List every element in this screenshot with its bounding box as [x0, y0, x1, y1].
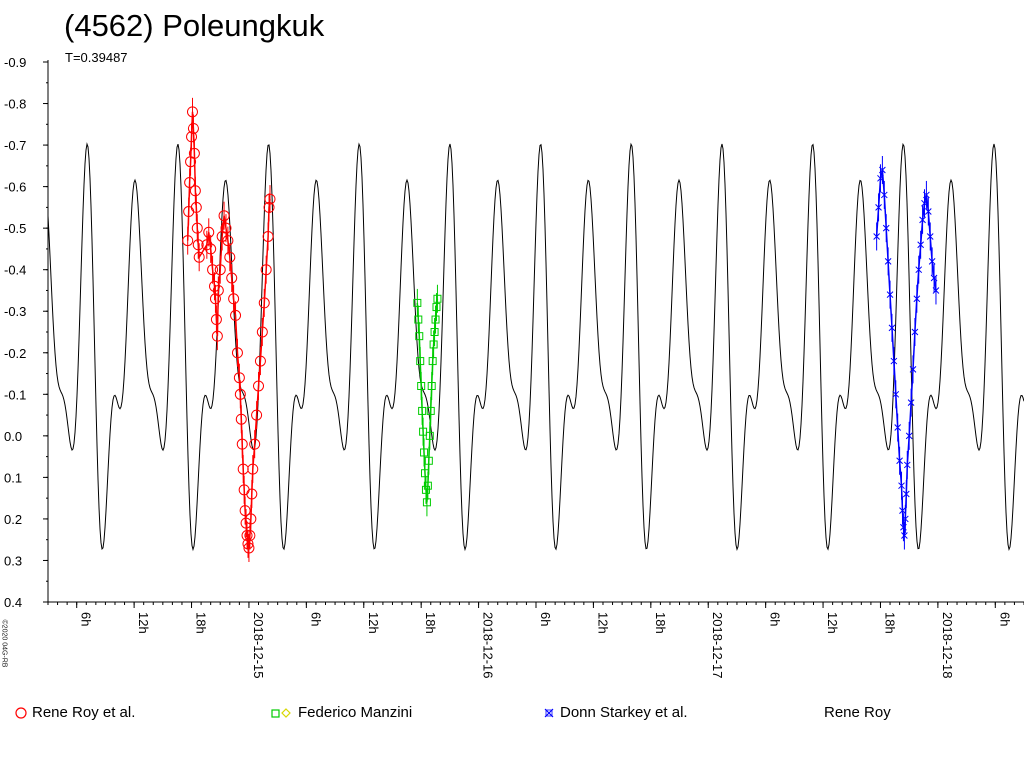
y-tick-label: 0.2 [4, 512, 22, 527]
chart-title: (4562) Poleungkuk [64, 8, 325, 43]
y-tick-label: 0.3 [4, 553, 22, 568]
model-curve [47, 142, 1024, 552]
y-tick-label: -0.6 [4, 180, 26, 195]
cross-marker-icon [542, 706, 556, 720]
x-tick-label: 2018-12-18 [940, 612, 955, 679]
y-tick-label: -0.5 [4, 221, 26, 236]
chart-subtitle: T=0.39487 [65, 50, 128, 65]
series-square [413, 284, 442, 517]
x-tick-label: 18h [194, 612, 209, 634]
y-tick-label: 0.4 [4, 595, 22, 610]
legend-item-federico-manzini: Federico Manzini [270, 704, 412, 722]
series-line [186, 111, 271, 549]
legend-label: Rene Roy [824, 704, 891, 721]
legend-label: Federico Manzini [298, 704, 413, 721]
y-tick-label: -0.7 [4, 138, 26, 153]
series-line [416, 298, 439, 503]
x-tick-label: 12h [595, 612, 610, 634]
x-tick-label: 6h [768, 612, 783, 626]
legend-label: Rene Roy et al. [32, 704, 136, 721]
y-tick-label: 0.0 [4, 429, 22, 444]
x-tick-label: 18h [882, 612, 897, 634]
series-line [875, 169, 937, 536]
y-tick-label: -0.4 [4, 263, 26, 278]
legend-item-rene-roy-et-al: Rene Roy et al. [14, 704, 135, 722]
y-tick-label: 0.1 [4, 470, 22, 485]
model-curve-line [47, 142, 1024, 552]
x-tick-label: 6h [538, 612, 553, 626]
axes: -0.9 -0.8 -0.7 -0.6 -0.5 -0.4 -0.3 -0.2 -0.1 0.0 0… [4, 55, 1024, 679]
y-tick-label: -0.8 [4, 97, 26, 112]
x-tick-label: 6h [79, 612, 94, 626]
y-tick-label: -0.2 [4, 346, 26, 361]
x-tick-label: 18h [423, 612, 438, 634]
x-tick-label: 6h [308, 612, 323, 626]
y-tick-label: -0.9 [4, 55, 26, 70]
legend-item-rene-roy: Rene Roy [824, 704, 891, 722]
legend-label: Donn Starkey et al. [560, 704, 688, 721]
y-tick-label: -0.3 [4, 304, 26, 319]
legend-item-donn-starkey: Donn Starkey et al. [542, 704, 688, 722]
circle-marker-icon [14, 706, 28, 720]
data-point [201, 239, 213, 251]
x-tick-label: 2018-12-17 [710, 612, 725, 679]
series-cross [873, 156, 940, 550]
x-tick-label: 2018-12-16 [481, 612, 496, 679]
x-tick-label: 12h [136, 612, 151, 634]
observation-points [182, 97, 940, 562]
x-tick-label: 18h [653, 612, 668, 634]
x-tick-label: 12h [366, 612, 381, 634]
x-tick-label: 6h [997, 612, 1012, 626]
y-tick-label: -0.1 [4, 387, 26, 402]
x-tick-label: 2018-12-15 [251, 612, 266, 679]
series-circle [182, 97, 276, 562]
square-diamond-marker-icon [270, 706, 294, 720]
x-tick-label: 12h [825, 612, 840, 634]
